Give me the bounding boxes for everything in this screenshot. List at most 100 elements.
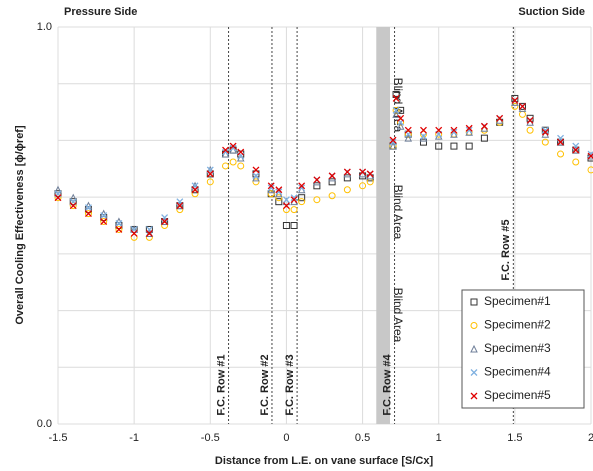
data-point bbox=[84, 206, 92, 214]
data-point bbox=[298, 182, 306, 190]
data-point bbox=[392, 95, 400, 102]
data-point bbox=[145, 229, 154, 237]
data-point bbox=[392, 110, 400, 118]
legend-marker bbox=[470, 392, 478, 400]
film-cooling-row-label: F.C. Row #1 bbox=[215, 354, 227, 415]
data-point bbox=[229, 142, 237, 150]
data-point bbox=[450, 126, 458, 134]
data-point bbox=[435, 126, 443, 134]
data-point bbox=[237, 148, 245, 156]
right-title: Suction Side bbox=[518, 6, 585, 18]
data-point bbox=[176, 202, 184, 210]
data-point bbox=[419, 138, 427, 146]
film-cooling-row-label: F.C. Row #3 bbox=[284, 354, 296, 415]
data-point bbox=[176, 206, 184, 214]
data-point bbox=[161, 222, 169, 229]
data-point bbox=[69, 202, 77, 210]
data-point bbox=[480, 122, 488, 130]
data-point bbox=[511, 96, 519, 104]
data-point bbox=[397, 106, 405, 114]
data-point bbox=[100, 214, 108, 222]
data-point bbox=[130, 233, 138, 241]
data-point bbox=[465, 126, 473, 134]
data-point bbox=[206, 165, 215, 174]
x-tick-label: 1 bbox=[436, 432, 442, 444]
data-point bbox=[115, 226, 123, 233]
data-point bbox=[115, 225, 123, 233]
y-axis-label: Overall Cooling Effectiveness [ϕ/ϕref] bbox=[14, 125, 26, 325]
data-point bbox=[519, 102, 526, 110]
data-point bbox=[282, 196, 290, 204]
data-point bbox=[397, 118, 405, 126]
data-point bbox=[328, 178, 336, 186]
data-point bbox=[84, 204, 92, 212]
data-point bbox=[275, 194, 283, 202]
data-point bbox=[145, 225, 153, 233]
data-point bbox=[571, 145, 580, 154]
data-point bbox=[392, 106, 400, 114]
data-point bbox=[275, 198, 283, 206]
data-point bbox=[404, 134, 413, 142]
data-point bbox=[237, 150, 245, 158]
data-point bbox=[282, 202, 290, 210]
data-point bbox=[404, 126, 412, 134]
data-point bbox=[161, 218, 169, 225]
data-point bbox=[54, 190, 62, 198]
data-point bbox=[435, 142, 443, 150]
film-cooling-row-label: F.C. Row #4 bbox=[381, 354, 393, 416]
data-point bbox=[298, 198, 306, 206]
data-point bbox=[69, 202, 77, 210]
blind-area bbox=[376, 27, 390, 424]
data-point bbox=[328, 172, 336, 180]
data-point bbox=[191, 186, 199, 194]
data-point bbox=[290, 206, 298, 214]
data-point bbox=[229, 144, 237, 152]
data-point bbox=[366, 178, 374, 186]
data-point bbox=[100, 218, 108, 226]
data-point bbox=[267, 190, 275, 198]
data-point bbox=[229, 158, 237, 166]
data-point bbox=[191, 186, 199, 194]
data-point bbox=[176, 201, 184, 210]
data-point bbox=[496, 114, 504, 122]
data-point bbox=[359, 182, 367, 190]
data-point bbox=[518, 110, 526, 118]
legend-label: Specimen#4 bbox=[484, 365, 551, 379]
data-point bbox=[54, 185, 62, 194]
data-point bbox=[419, 130, 427, 138]
legend-label: Specimen#5 bbox=[484, 388, 551, 402]
data-point bbox=[252, 178, 260, 186]
data-point bbox=[130, 229, 138, 237]
data-point bbox=[541, 138, 549, 146]
data-point bbox=[359, 168, 367, 176]
data-point bbox=[290, 196, 298, 204]
blind-area-label: Blind Area bbox=[391, 185, 405, 240]
film-cooling-row-label: F.C. Row #2 bbox=[259, 354, 271, 415]
x-tick-label: -0.5 bbox=[201, 432, 220, 444]
data-point bbox=[572, 158, 580, 166]
data-point bbox=[275, 186, 283, 194]
data-point bbox=[343, 174, 351, 182]
data-point bbox=[69, 193, 78, 202]
data-point bbox=[511, 94, 519, 102]
x-tick-label: -1.5 bbox=[49, 432, 68, 444]
data-point bbox=[252, 172, 260, 180]
data-point bbox=[222, 146, 229, 154]
legend-marker bbox=[470, 322, 478, 329]
data-point bbox=[420, 126, 427, 134]
data-point bbox=[556, 138, 565, 146]
data-point bbox=[435, 130, 443, 138]
data-point bbox=[557, 150, 565, 158]
legend-marker bbox=[470, 344, 478, 353]
data-point bbox=[191, 190, 199, 198]
data-point bbox=[267, 182, 275, 190]
data-point bbox=[389, 141, 397, 150]
data-point bbox=[145, 229, 153, 237]
legend-label: Specimen#2 bbox=[484, 318, 551, 332]
data-point bbox=[84, 210, 92, 218]
data-point bbox=[518, 102, 526, 110]
data-point bbox=[145, 233, 153, 241]
legend-marker bbox=[470, 369, 478, 376]
film-cooling-row-label: F.C. Row #5 bbox=[500, 219, 512, 280]
